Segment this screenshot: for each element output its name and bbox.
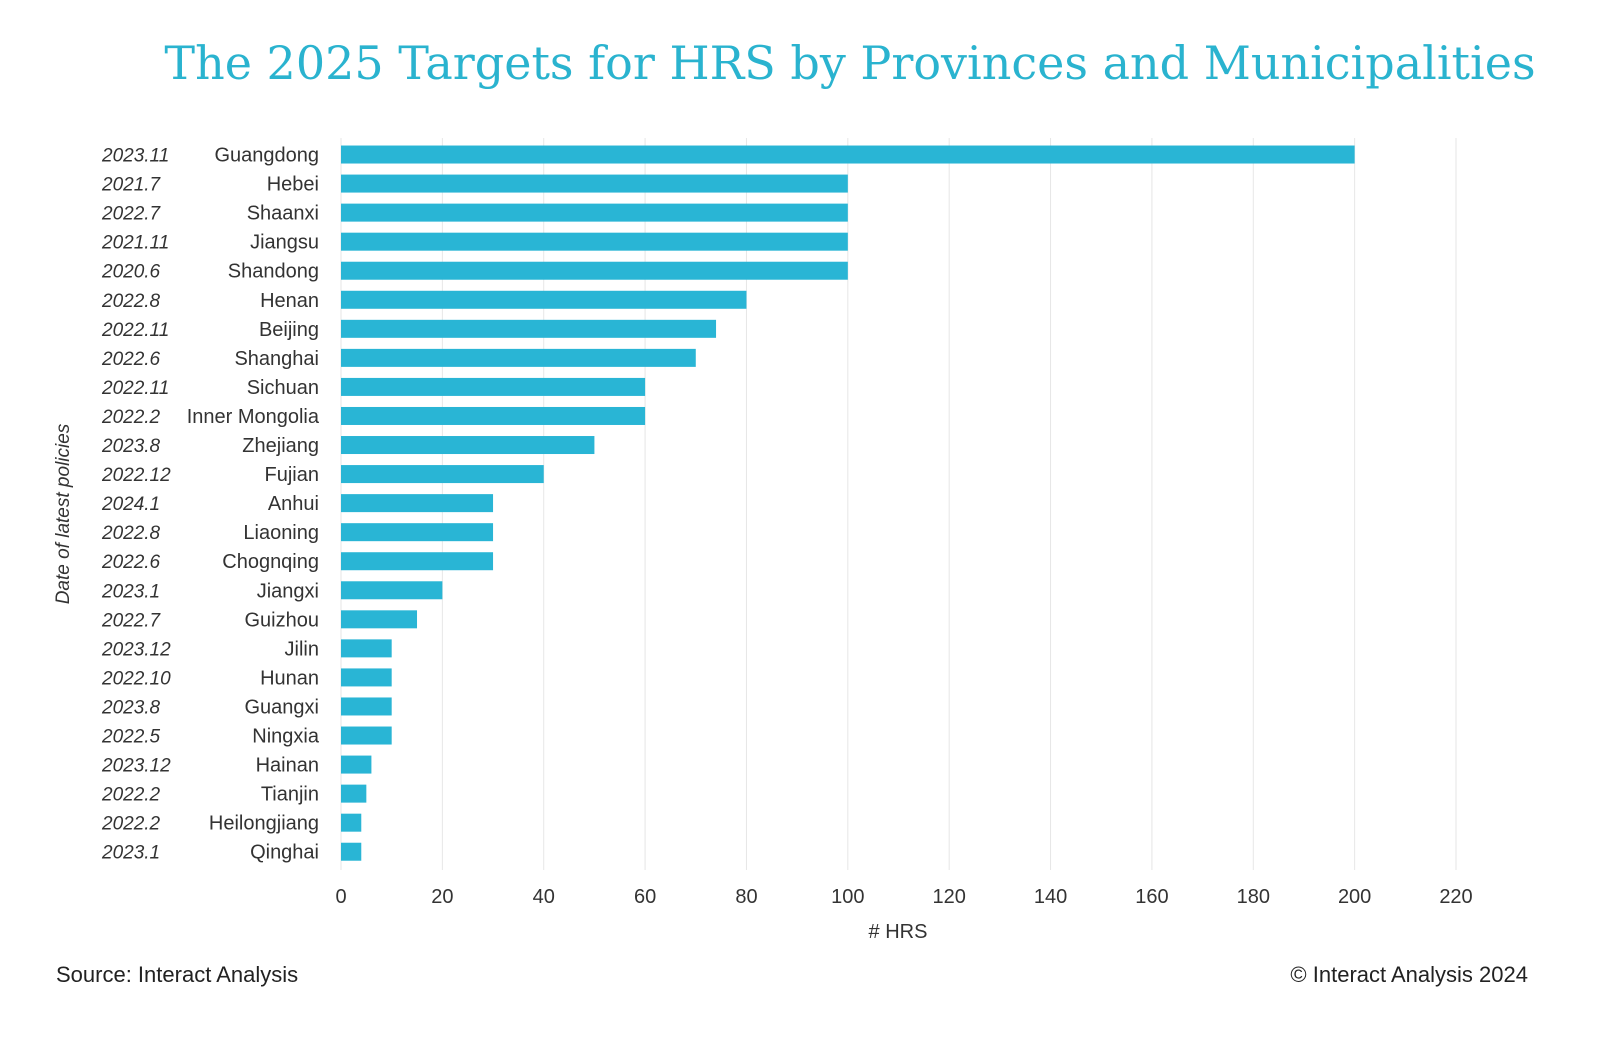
category-label: Fujian <box>265 464 319 486</box>
category-label: Liaoning <box>243 522 319 544</box>
category-label: Zhejiang <box>242 435 319 457</box>
bar <box>341 406 646 425</box>
bar <box>341 348 696 367</box>
date-label: 2023.12 <box>101 756 171 777</box>
x-tick-label: 180 <box>1237 886 1270 908</box>
date-label: 2023.8 <box>101 436 161 457</box>
date-label: 2023.8 <box>101 697 161 718</box>
x-tick-label: 80 <box>735 886 757 908</box>
date-label: 2022.12 <box>101 465 171 486</box>
bar <box>341 755 372 774</box>
bar <box>341 610 418 629</box>
copyright-note: © Interact Analysis 2024 <box>1290 962 1528 987</box>
date-label: 2022.6 <box>101 552 161 573</box>
bar <box>341 174 848 193</box>
x-tick-label: 100 <box>831 886 864 908</box>
date-label: 2022.2 <box>101 814 161 835</box>
bar <box>341 203 848 222</box>
bar <box>341 813 362 832</box>
x-tick-label: 200 <box>1338 886 1371 908</box>
bar <box>341 261 848 280</box>
bar <box>341 726 392 745</box>
bar <box>341 552 494 571</box>
bar <box>341 581 443 600</box>
date-label: 2022.8 <box>101 291 161 312</box>
date-label: 2021.11 <box>101 233 169 254</box>
category-label: Shandong <box>228 261 319 283</box>
x-tick-label: 60 <box>634 886 656 908</box>
x-tick-label: 160 <box>1135 886 1168 908</box>
category-label: Qinghai <box>250 842 319 864</box>
date-label: 2022.2 <box>101 407 161 428</box>
bar <box>341 494 494 513</box>
category-label: Jiangsu <box>250 232 319 254</box>
x-tick-label: 40 <box>533 886 555 908</box>
category-label: Ningxia <box>252 726 320 748</box>
bar <box>341 290 747 309</box>
y-axis-title: Date of latest policies <box>53 423 74 604</box>
bar <box>341 697 392 716</box>
bar <box>341 784 367 803</box>
date-label: 2022.5 <box>101 727 161 748</box>
bar <box>341 145 1355 164</box>
x-tick-label: 20 <box>431 886 453 908</box>
date-label: 2024.1 <box>101 494 160 515</box>
date-label: 2022.11 <box>101 320 169 341</box>
category-label: Tianjin <box>261 784 319 806</box>
category-label: Inner Mongolia <box>187 406 320 428</box>
category-label: Guizhou <box>245 609 320 631</box>
bar <box>341 377 646 396</box>
bar <box>341 523 494 542</box>
date-label: 2022.11 <box>101 378 169 399</box>
x-tick-label: 0 <box>335 886 346 908</box>
category-label: Jiangxi <box>257 580 319 602</box>
bar <box>341 436 595 455</box>
date-label: 2020.6 <box>101 262 161 283</box>
bar <box>341 668 392 687</box>
category-label: Hunan <box>260 667 319 689</box>
x-tick-label: 120 <box>932 886 965 908</box>
date-label: 2022.7 <box>101 204 162 225</box>
bar <box>341 639 392 658</box>
bar <box>341 465 544 484</box>
category-label: Shanghai <box>234 348 319 370</box>
x-axis-title: # HRS <box>869 921 928 943</box>
source-note: Source: Interact Analysis <box>56 962 299 987</box>
bar <box>341 319 717 338</box>
date-label: 2022.10 <box>101 668 171 689</box>
category-label: Heilongjiang <box>209 813 319 835</box>
date-label: 2023.11 <box>101 146 169 167</box>
chart-title: The 2025 Targets for HRS by Provinces an… <box>164 36 1536 90</box>
category-label: Henan <box>260 290 319 312</box>
date-label: 2022.7 <box>101 610 162 631</box>
date-label: 2022.2 <box>101 785 161 806</box>
date-label: 2022.6 <box>101 349 161 370</box>
x-tick-label: 220 <box>1439 886 1472 908</box>
date-label: 2023.1 <box>101 581 160 602</box>
date-label: 2023.12 <box>101 639 171 660</box>
bar <box>341 842 362 861</box>
category-label: Jilin <box>285 638 319 660</box>
bar <box>341 232 848 251</box>
category-label: Anhui <box>268 493 319 515</box>
date-label: 2022.8 <box>101 523 161 544</box>
category-label: Guangxi <box>245 696 320 718</box>
category-label: Hainan <box>256 755 319 777</box>
category-label: Beijing <box>259 319 319 341</box>
category-label: Guangdong <box>214 145 319 167</box>
category-label: Hebei <box>267 174 319 196</box>
category-label: Chognqing <box>222 551 319 573</box>
category-label: Shaanxi <box>247 203 319 225</box>
date-label: 2023.1 <box>101 843 160 864</box>
x-tick-label: 140 <box>1034 886 1067 908</box>
date-label: 2021.7 <box>101 175 162 196</box>
category-label: Sichuan <box>247 377 319 399</box>
